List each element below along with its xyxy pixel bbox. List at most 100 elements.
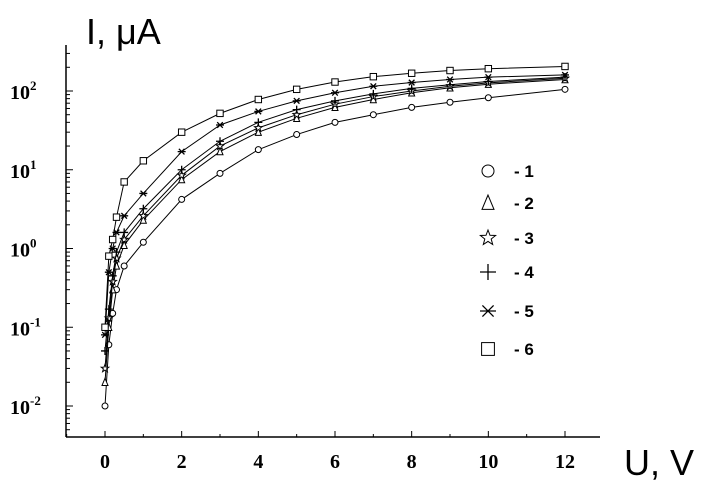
- data-point: [216, 121, 224, 129]
- legend-item-3: - 3: [479, 228, 534, 248]
- y-axis-title: I, μA: [86, 11, 161, 52]
- data-point: [254, 118, 263, 127]
- data-point: [120, 178, 128, 186]
- legend-marker: [480, 264, 496, 280]
- series-layer: [99, 62, 571, 410]
- y-tick-label: 101: [10, 157, 37, 183]
- series-1: [101, 85, 569, 410]
- data-point: [484, 64, 493, 73]
- data-point: [120, 239, 128, 249]
- data-point: [254, 108, 263, 115]
- data-point: [484, 94, 492, 102]
- data-point: [407, 84, 416, 93]
- legend-label: - 3: [514, 229, 534, 248]
- data-point: [292, 97, 301, 105]
- data-point: [216, 109, 224, 118]
- y-tick-label: 10-1: [10, 314, 41, 340]
- data-point: [216, 169, 224, 177]
- legend-label: - 4: [514, 263, 534, 282]
- data-point: [216, 146, 224, 156]
- data-point: [177, 165, 186, 174]
- legend-item-2: - 2: [481, 193, 534, 213]
- data-point: [176, 169, 187, 180]
- data-point: [101, 331, 109, 339]
- data-point: [254, 95, 263, 104]
- legend-marker: [479, 228, 497, 246]
- data-point: [254, 126, 263, 136]
- data-point: [446, 98, 454, 106]
- legend-item-1: - 1: [481, 162, 534, 181]
- y-tick-label: 102: [10, 78, 37, 104]
- series-6: [101, 62, 569, 331]
- data-point: [177, 128, 186, 136]
- data-point: [101, 402, 109, 410]
- data-point: [369, 89, 378, 98]
- data-point: [105, 252, 113, 260]
- legend-label: - 2: [514, 194, 534, 213]
- data-point: [561, 71, 569, 79]
- x-tick-label: 8: [407, 451, 417, 473]
- data-point: [120, 228, 129, 237]
- data-point: [101, 323, 109, 331]
- data-point: [101, 346, 109, 355]
- legend-label: - 1: [514, 162, 534, 181]
- series-line: [104, 78, 566, 383]
- legend-item-5: - 5: [480, 302, 534, 321]
- data-point: [120, 212, 129, 220]
- data-point: [331, 89, 339, 97]
- data-point: [561, 62, 569, 71]
- legend-item-4: - 4: [480, 263, 534, 282]
- data-point: [331, 78, 339, 86]
- data-point: [178, 195, 186, 203]
- data-point: [292, 85, 301, 94]
- series-line: [104, 88, 566, 407]
- data-point: [293, 131, 301, 139]
- data-point: [101, 376, 109, 386]
- data-point: [120, 262, 128, 270]
- series-line: [104, 65, 566, 328]
- legend-marker: [481, 193, 495, 210]
- data-point: [108, 235, 117, 244]
- data-point: [253, 122, 264, 133]
- data-point: [446, 66, 454, 75]
- data-point: [99, 362, 111, 373]
- data-point: [104, 268, 113, 276]
- data-point: [139, 190, 148, 197]
- series-line: [104, 76, 566, 352]
- data-point: [254, 146, 262, 154]
- legend-marker: [480, 304, 496, 318]
- data-point: [139, 204, 148, 213]
- data-point: [369, 82, 378, 90]
- data-point: [107, 276, 118, 286]
- series-line: [104, 74, 566, 335]
- data-point: [446, 76, 454, 83]
- legend-marker: [481, 342, 495, 356]
- data-point: [408, 103, 416, 111]
- legend-label: - 6: [514, 340, 534, 359]
- data-point: [177, 148, 186, 155]
- data-point: [112, 248, 121, 257]
- y-tick-label: 10-2: [10, 393, 41, 419]
- data-point: [484, 77, 493, 86]
- data-point: [407, 69, 416, 77]
- x-tick-label: 6: [330, 451, 340, 473]
- data-point: [111, 252, 122, 263]
- legend-marker: [481, 164, 495, 178]
- series-5: [101, 71, 569, 339]
- data-point: [446, 80, 454, 89]
- data-point: [331, 118, 339, 126]
- data-point: [216, 137, 224, 146]
- data-point: [369, 72, 378, 81]
- x-tick-label: 4: [253, 451, 263, 473]
- legend: - 1 - 2 - 3 - 4 - 5 - 6: [479, 162, 534, 359]
- data-point: [108, 271, 117, 280]
- legend-label: - 5: [514, 302, 534, 321]
- data-point: [139, 238, 147, 246]
- data-point: [331, 96, 339, 105]
- x-axis-title: U, V: [624, 442, 694, 483]
- data-point: [561, 85, 569, 93]
- x-tick-label: 0: [100, 451, 110, 473]
- legend-item-6: - 6: [481, 340, 534, 359]
- x-tick-label: 2: [177, 451, 187, 473]
